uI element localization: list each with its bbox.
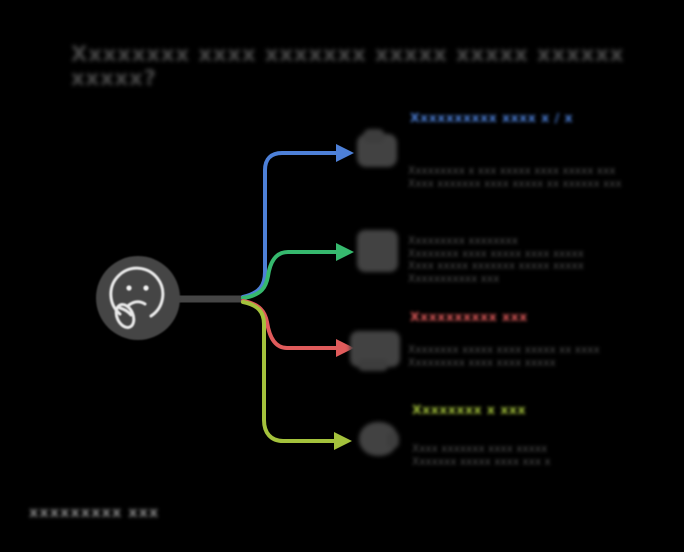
branch-line-4 xyxy=(241,300,337,443)
redacted-text-line: Xxxxxxxxx xxxxxxxx xyxy=(408,235,518,247)
diagram-title: Xxxxxxxx xxxx xxxxxxx xxxxx xxxxx xxxxxx… xyxy=(71,42,625,90)
redacted-text-line: Xxxxxxxxx x xxx xxxxx xxxx xxxxx xxx xyxy=(408,165,616,177)
watermark-logo: xxxxxxxxx xxx xyxy=(29,505,160,521)
redacted-text-line: Xxxx xxxxxxx xxxx xxxxx xx xxxxxx xxx xyxy=(408,177,622,190)
topic-1-text[interactable]: Xxxxxxxxx x xxx xxxxx xxxx xxxxx xxx Xxxx… xyxy=(408,165,622,190)
redacted-text-line: Xxxxxxxx xxxxx xxxx xxxxx xx xxxx xyxy=(408,344,600,356)
central-topic-node[interactable] xyxy=(96,256,180,340)
topic-4-text[interactable]: Xxxx xxxxxxx xxxx xxxxx Xxxxxxx xxxxx xxx… xyxy=(412,443,551,468)
topic-4-emoji-icon xyxy=(359,422,399,456)
redacted-text-line: Xxxxxxxxx xxxx xxxx xxxxx xyxy=(408,356,556,369)
topic-2-text[interactable]: Xxxxxxxxx xxxxxxxx Xxxxxxxx xxxx xxxxx xx… xyxy=(408,235,584,285)
arrowhead-4 xyxy=(334,432,352,450)
redacted-text-line: Xxxx xxxxxxx xxxx xxxxx xyxy=(412,443,548,455)
branch-line-1 xyxy=(241,151,339,299)
topic-3-text[interactable]: Xxxxxxxx xxxxx xxxx xxxxx xx xxxx Xxxxxxx… xyxy=(408,344,600,369)
branch-line-2 xyxy=(241,250,339,300)
redacted-text-line: Xxxxxxxx xxxx xxxxx xxxx xxxxx xyxy=(408,247,584,260)
thinking-face-icon xyxy=(109,266,165,329)
topic-3-heading[interactable]: Xxxxxxxxxx xxx xyxy=(410,309,528,324)
arrowhead-1 xyxy=(336,144,354,162)
arrowhead-2 xyxy=(336,243,354,261)
topic-1-emoji-icon xyxy=(357,129,397,167)
topic-4-heading[interactable]: Xxxxxxxx x xxx xyxy=(412,402,527,417)
arrowhead-3 xyxy=(336,339,354,357)
topic-2-emoji-icon xyxy=(357,230,398,272)
redacted-text-line: Xxxx xxxxx xxxxxxx xxxxx xxxxx xyxy=(408,260,584,272)
topic-3-emoji-icon xyxy=(350,331,400,371)
redacted-text-line: Xxxxxxxxxxx xxx xyxy=(408,272,500,285)
topic-1-heading[interactable]: Xxxxxxxxxx xxxx x / x xyxy=(410,110,574,125)
redacted-text-line: Xxxxxxx xxxxx xxxx xxx x xyxy=(412,455,551,468)
